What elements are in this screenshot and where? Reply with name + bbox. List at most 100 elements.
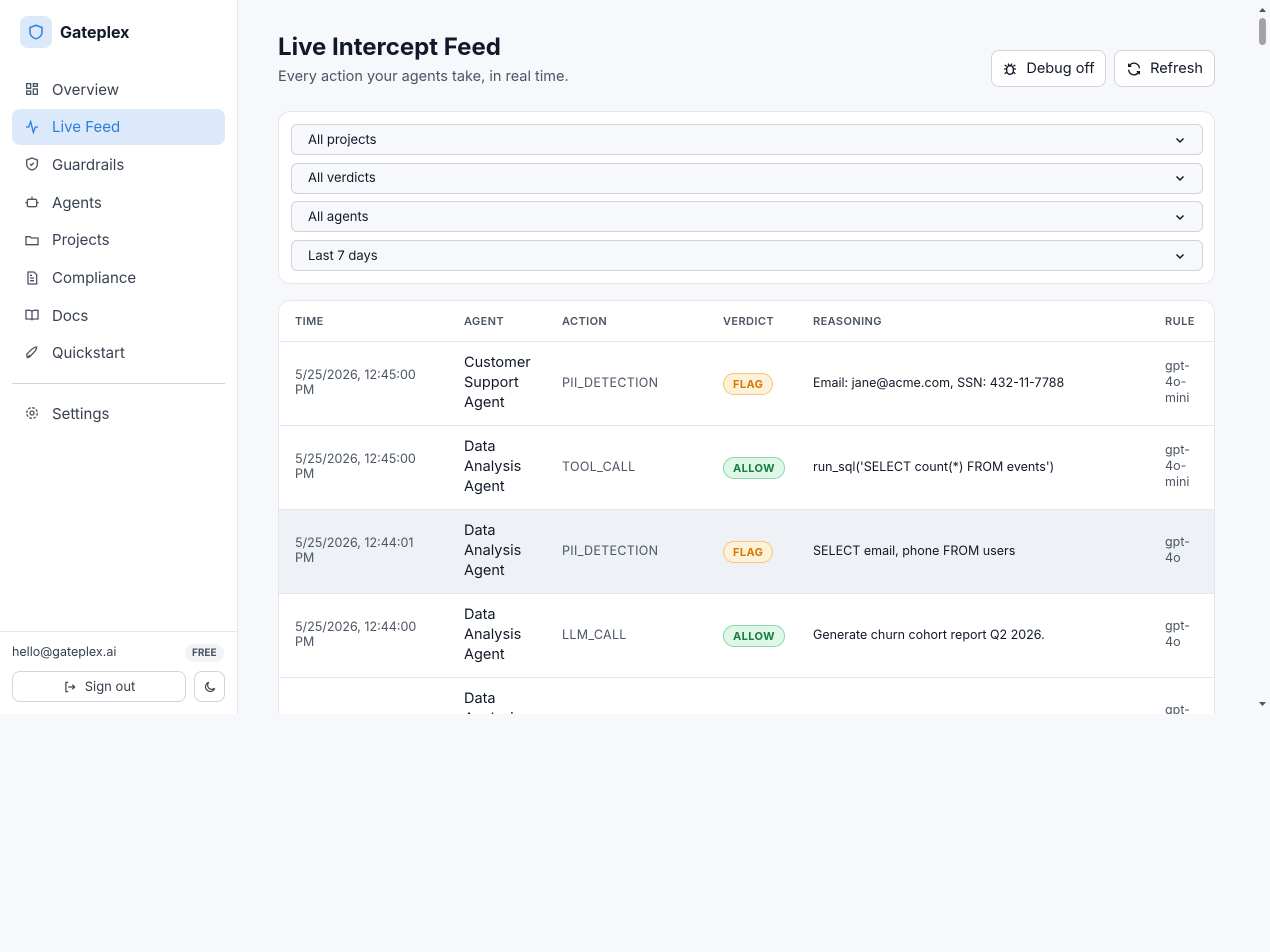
app: Gateplex Overview Live Feed Guardrails Agen… (0, 0, 1270, 714)
cell (707, 677, 797, 714)
cell: gpt-4o (1149, 509, 1214, 594)
filter-select[interactable]: Last 7 days (291, 240, 1203, 272)
nav-item[interactable]: Projects (12, 222, 225, 258)
sidebar: Gateplex Overview Live Feed Guardrails Agen… (0, 0, 238, 714)
nav-label: Agents (52, 192, 102, 212)
cell: gpt-4o-mini (1149, 425, 1214, 510)
debug-button[interactable]: Debug off (991, 50, 1106, 87)
time-text: 5/25/2026, 12:44:00 PM (295, 620, 417, 650)
cell: Data Analysis Agent (448, 593, 546, 678)
table-row[interactable]: 5/25/2026, 12:45:00 PM Data Analysis Agen… (279, 425, 1214, 510)
divider (12, 383, 225, 384)
cell: LLM_CALL (546, 593, 707, 678)
table-row[interactable]: 5/25/2026, 12:44:01 PM Data Analysis Agen… (279, 509, 1214, 594)
scrollbar-graphic (1259, 8, 1266, 706)
filter-card: All projects All verdicts All agents Last 7… (278, 111, 1215, 284)
cell: Data Analysis Agent (448, 677, 546, 714)
theme-toggle[interactable] (194, 671, 225, 702)
cell: 5/25/2026, 12:44:01 PM (279, 509, 448, 594)
cell: run_sql('SELECT count(*) FROM events') (797, 425, 1149, 510)
nav-icon (25, 235, 39, 246)
nav-item[interactable]: Overview (12, 71, 225, 107)
verdict-badge: FLAG (723, 540, 774, 563)
chevron (1175, 253, 1185, 259)
nav-item[interactable]: Settings (12, 395, 225, 431)
select-value: Last 7 days (308, 247, 378, 264)
nav-label: Quickstart (52, 343, 125, 363)
nav-icon (26, 119, 38, 135)
nav-item[interactable]: Quickstart (12, 335, 225, 371)
button-label: Sign out (84, 678, 136, 695)
verdict-badge: ALLOW (723, 456, 785, 479)
rule-text: gpt-4o (1165, 535, 1190, 566)
chevron (1175, 176, 1185, 182)
table-row[interactable]: 5/25/2026, 12:44:00 PM Data Analysis Agen… (279, 593, 1214, 678)
cell: 5/25/2026, 12:44:00 PM (279, 593, 448, 678)
action-text: TOOL_CALL (562, 459, 636, 475)
nav-label: Live Feed (52, 117, 121, 137)
nav-icon (27, 270, 38, 285)
select-value: All projects (308, 131, 377, 148)
table-card: TIME AGENT ACTION VERDICT REASONING RULE 5/25… (278, 300, 1215, 714)
cell: gpt-4o (1149, 677, 1214, 714)
cell: gpt-4o (1149, 593, 1214, 678)
nav-icon (25, 346, 38, 359)
verdict-badge: FLAG (723, 372, 774, 395)
cell (546, 677, 707, 714)
filter-select[interactable]: All projects (291, 124, 1203, 155)
cell: 5/25/2026, 12:45:00 PM (279, 341, 448, 426)
time-text: 5/25/2026, 12:45:00 PM (295, 452, 416, 482)
sign-out-button[interactable]: Sign out (12, 671, 186, 702)
agent-text: Data Analysis Agent (464, 522, 522, 579)
cell: Data Analysis Agent (448, 425, 546, 510)
nav-label: Guardrails (52, 154, 125, 174)
plan-badge: FREE (185, 644, 224, 662)
table-row[interactable]: Data Analysis Agent gpt-4o (279, 677, 1214, 714)
time-text: 5/25/2026, 12:44:01 PM (295, 536, 414, 566)
cell: 5/25/2026, 12:45:00 PM (279, 425, 448, 510)
cell (279, 677, 448, 714)
action-text: PII_DETECTION (562, 375, 659, 391)
cell (797, 677, 1149, 714)
rule-text: gpt-4o-mini (1165, 359, 1190, 406)
nav-label: Overview (52, 79, 120, 99)
cell: Customer Support Agent (448, 341, 546, 426)
reasoning-text: run_sql('SELECT count(*) FROM events') (813, 459, 1055, 475)
nav-item[interactable]: Live Feed (12, 108, 225, 145)
filter-select[interactable]: All agents (291, 201, 1203, 233)
reasoning-text: SELECT email, phone FROM users (813, 543, 1016, 559)
agent-text: Data Analysis Agent (464, 606, 522, 663)
nav-label: Projects (52, 230, 110, 250)
nav-label: Settings (52, 403, 110, 423)
cell: FLAG (707, 509, 797, 594)
column-header: TIME (279, 301, 448, 342)
nav-icon (25, 309, 39, 321)
chevron (1175, 214, 1185, 220)
nav-item[interactable]: Guardrails (12, 146, 225, 182)
nav-item[interactable]: Agents (12, 184, 225, 220)
cell: PII_DETECTION (546, 341, 707, 426)
chevron (1175, 137, 1185, 143)
cell: Email: jane@acme.com, SSN: 432-11-7788 (797, 341, 1149, 426)
filter-select[interactable]: All verdicts (291, 162, 1203, 194)
rule-text: gpt-4o (1165, 619, 1190, 650)
cell: ALLOW (707, 425, 797, 510)
nav-icon (26, 157, 38, 172)
reasoning-text: Generate churn cohort report Q2 2026. (813, 627, 1045, 643)
cell: TOOL_CALL (546, 425, 707, 510)
action-text: PII_DETECTION (562, 543, 659, 559)
scrollbar[interactable] (1255, 0, 1270, 714)
agent-text: Data Analysis Agent (464, 690, 521, 714)
logo (20, 16, 52, 48)
main: Live Intercept Feed Every action your ag… (238, 0, 1255, 714)
table-row[interactable]: 5/25/2026, 12:45:00 PM Customer Support A… (279, 341, 1214, 426)
refresh-button[interactable]: Refresh (1114, 50, 1215, 87)
nav-item[interactable]: Docs (12, 297, 225, 333)
agent-text: Data Analysis Agent (464, 438, 522, 495)
select-value: All agents (308, 208, 369, 225)
nav-item[interactable]: Compliance (12, 260, 225, 296)
cell: Data Analysis Agent (448, 509, 546, 594)
column-header: VERDICT (707, 301, 797, 342)
email: hello@gateplex.ai (12, 645, 117, 660)
